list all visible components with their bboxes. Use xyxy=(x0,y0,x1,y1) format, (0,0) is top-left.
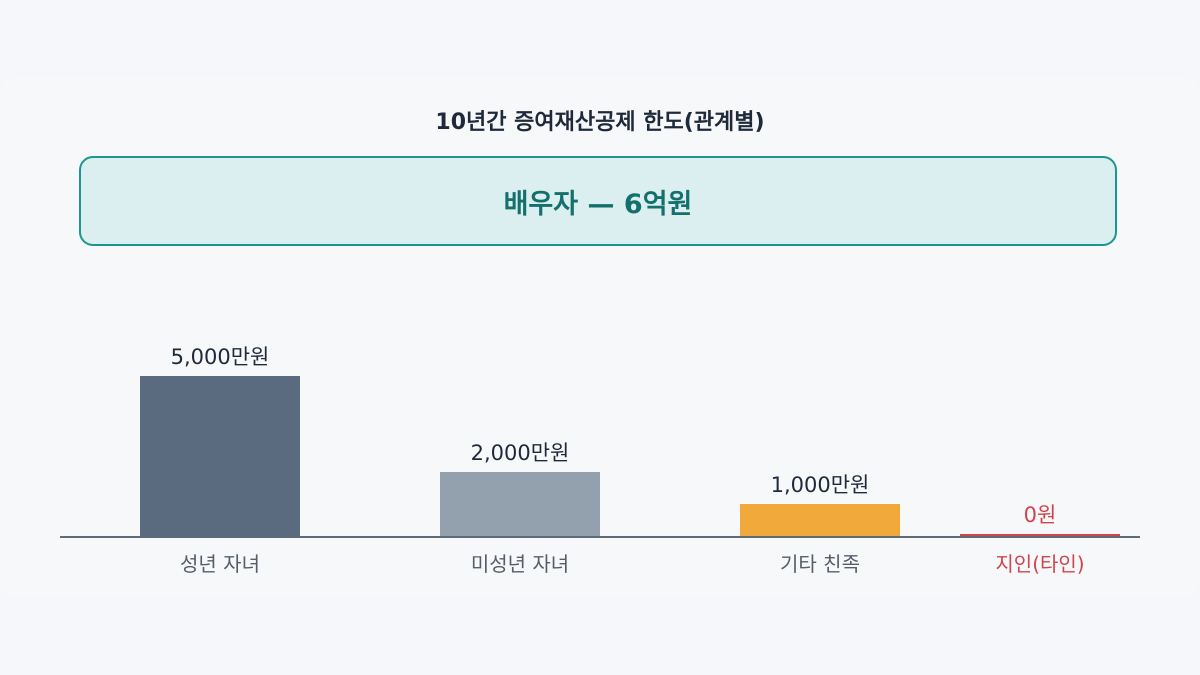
bar-value-label-0: 5,000만원 xyxy=(171,345,270,369)
chart-title: 10년간 증여재산공제 한도(관계별) xyxy=(435,110,765,135)
bar-0 xyxy=(140,376,300,536)
bar-value-label-3: 0원 xyxy=(1024,503,1057,527)
spouse-banner-text: 배우자 — 6억원 xyxy=(503,188,693,220)
category-label-3: 지인(타인) xyxy=(995,552,1084,576)
category-label-1: 미성년 자녀 xyxy=(471,552,569,576)
bar-2 xyxy=(740,504,900,536)
category-label-0: 성년 자녀 xyxy=(180,552,260,576)
bar-3 xyxy=(960,534,1120,536)
bar-value-label-2: 1,000만원 xyxy=(771,473,870,497)
spouse-banner: 배우자 — 6억원 xyxy=(79,156,1117,246)
category-label-2: 기타 친족 xyxy=(780,552,860,576)
bar-1 xyxy=(440,472,600,536)
bar-value-label-1: 2,000만원 xyxy=(471,441,570,465)
